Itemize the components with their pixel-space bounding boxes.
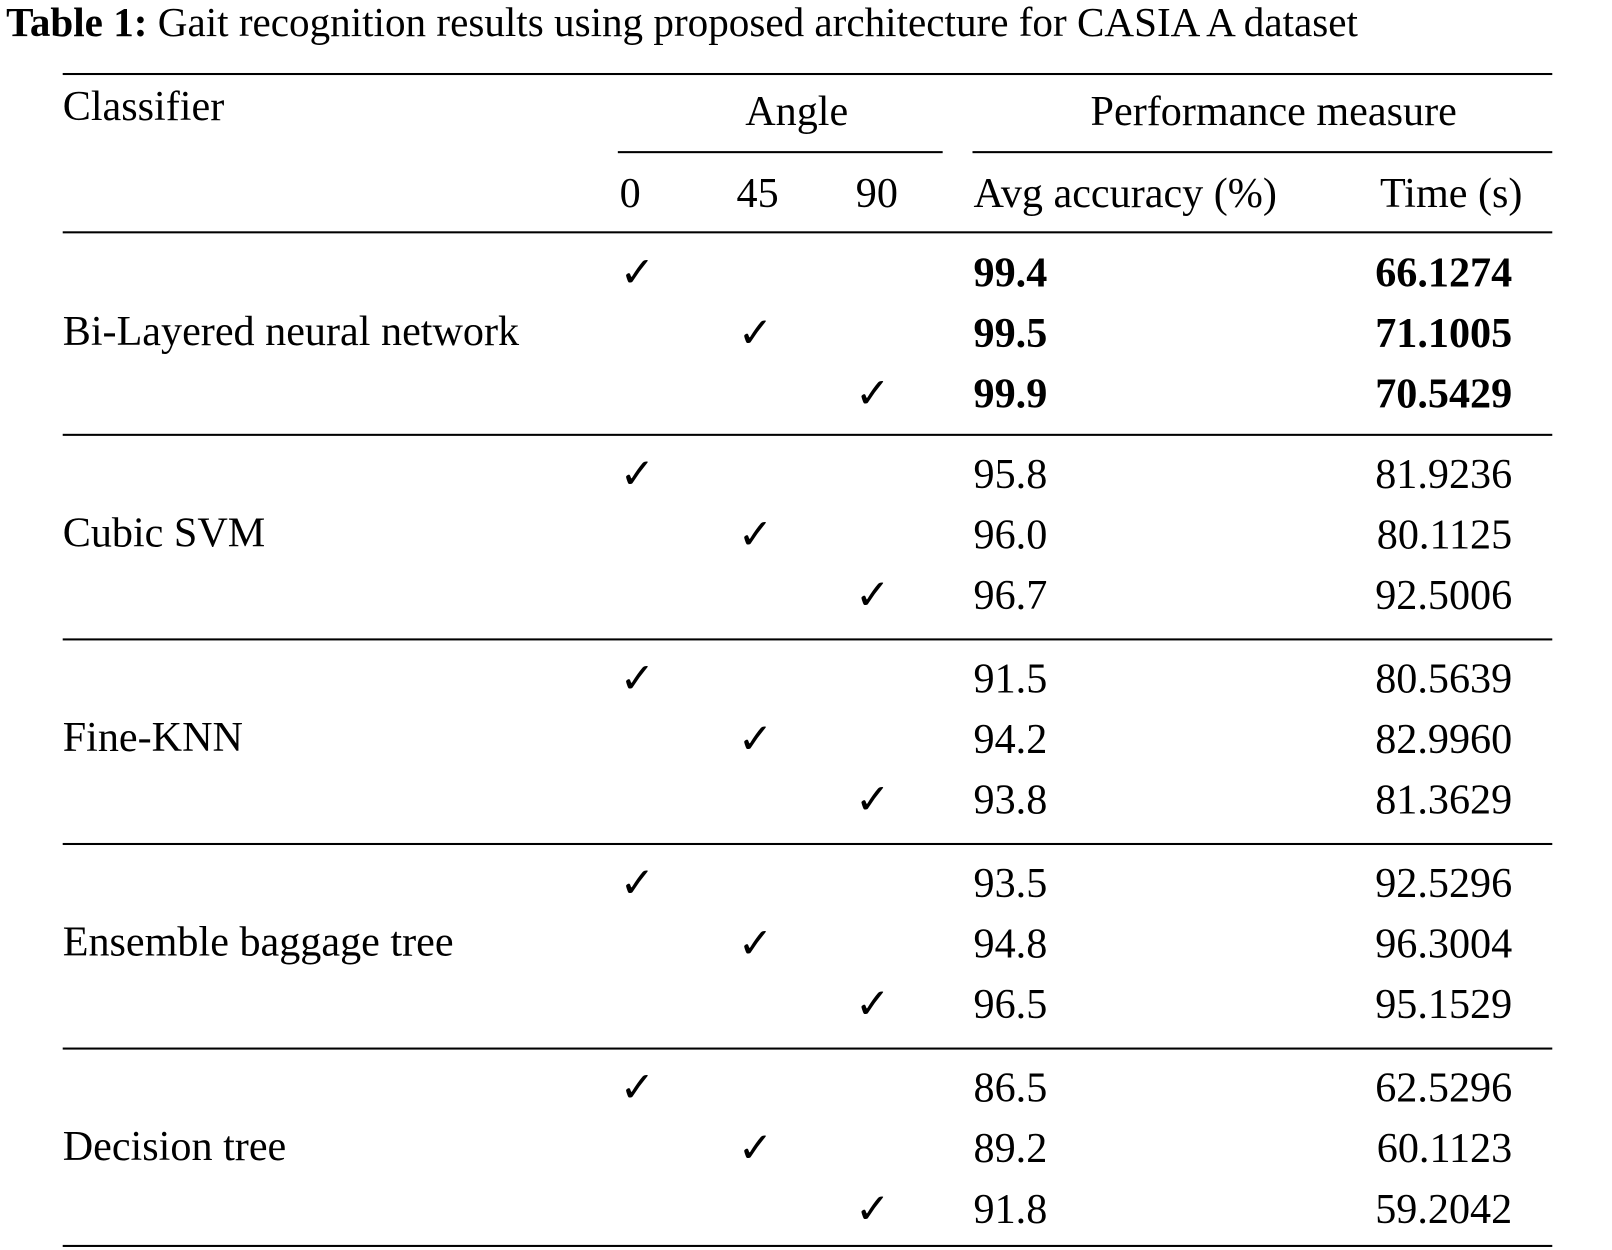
header-angle-0: 0 bbox=[619, 169, 641, 217]
accuracy-cell: 93.5 bbox=[973, 858, 1048, 907]
time-cell: 70.5429 bbox=[1375, 369, 1513, 417]
classifier-name: Fine-KNN bbox=[62, 712, 243, 761]
checkmark-icon: ✓ bbox=[619, 654, 656, 702]
accuracy-cell: 91.5 bbox=[973, 654, 1048, 702]
checkmark-icon: ✓ bbox=[619, 248, 656, 296]
accuracy-cell: 99.5 bbox=[973, 308, 1048, 357]
classifier-name: Cubic SVM bbox=[62, 508, 266, 556]
time-cell: 60.1123 bbox=[1376, 1124, 1513, 1172]
time-cell: 80.5639 bbox=[1375, 654, 1513, 702]
checkmark-icon: ✓ bbox=[619, 1063, 656, 1111]
checkmark-icon: ✓ bbox=[855, 980, 891, 1028]
header-time: Time (s) bbox=[1379, 169, 1523, 217]
checkmark-icon: ✓ bbox=[737, 510, 774, 558]
classifier-name: Ensemble baggage tree bbox=[62, 917, 454, 965]
classifier-name: Bi-Layered neural network bbox=[62, 306, 520, 355]
table-caption: Table 1: Gait recognition results using … bbox=[6, 2, 1358, 43]
time-cell: 95.1529 bbox=[1375, 980, 1513, 1028]
checkmark-icon: ✓ bbox=[737, 714, 774, 763]
time-cell: 96.3004 bbox=[1375, 919, 1513, 967]
checkmark-icon: ✓ bbox=[855, 369, 891, 417]
header-accuracy: Avg accuracy (%) bbox=[973, 169, 1277, 217]
time-cell: 62.5296 bbox=[1375, 1063, 1513, 1111]
header-angle-90: 90 bbox=[855, 169, 898, 217]
time-cell: 71.1005 bbox=[1375, 308, 1513, 357]
caption-text: Gait recognition results using proposed … bbox=[157, 0, 1358, 46]
time-cell: 80.1125 bbox=[1376, 510, 1513, 558]
header-rule bbox=[62, 231, 1553, 234]
checkmark-icon: ✓ bbox=[855, 1184, 891, 1233]
accuracy-cell: 99.9 bbox=[973, 369, 1048, 417]
time-cell: 66.1274 bbox=[1375, 248, 1513, 296]
header-angle: Angle bbox=[745, 86, 849, 135]
caption-label: Table 1: bbox=[6, 0, 148, 46]
performance-rule bbox=[972, 151, 1553, 154]
group-rule bbox=[62, 1047, 1553, 1050]
accuracy-cell: 94.2 bbox=[973, 714, 1048, 763]
time-cell: 92.5296 bbox=[1375, 858, 1513, 907]
checkmark-icon: ✓ bbox=[619, 449, 656, 498]
time-cell: 81.3629 bbox=[1375, 775, 1513, 823]
checkmark-icon: ✓ bbox=[737, 919, 774, 967]
accuracy-cell: 95.8 bbox=[973, 449, 1048, 498]
top-rule bbox=[62, 72, 1553, 76]
checkmark-icon: ✓ bbox=[737, 308, 774, 357]
checkmark-icon: ✓ bbox=[855, 775, 891, 823]
group-rule bbox=[62, 638, 1553, 641]
accuracy-cell: 96.0 bbox=[973, 510, 1048, 558]
accuracy-cell: 86.5 bbox=[973, 1063, 1048, 1111]
time-cell: 92.5006 bbox=[1375, 571, 1513, 619]
time-cell: 59.2042 bbox=[1375, 1184, 1513, 1233]
accuracy-cell: 96.7 bbox=[973, 571, 1048, 619]
accuracy-cell: 91.8 bbox=[973, 1184, 1048, 1233]
classifier-name: Decision tree bbox=[62, 1122, 287, 1170]
header-classifier: Classifier bbox=[62, 81, 225, 130]
group-rule bbox=[62, 1244, 1553, 1247]
header-angle-45: 45 bbox=[736, 169, 779, 217]
accuracy-cell: 99.4 bbox=[973, 248, 1048, 296]
time-cell: 81.9236 bbox=[1375, 449, 1513, 498]
angle-rule bbox=[617, 151, 943, 154]
checkmark-icon: ✓ bbox=[855, 571, 891, 619]
accuracy-cell: 89.2 bbox=[973, 1124, 1048, 1172]
checkmark-icon: ✓ bbox=[619, 858, 656, 907]
accuracy-cell: 96.5 bbox=[973, 980, 1048, 1028]
accuracy-cell: 94.8 bbox=[973, 919, 1048, 967]
group-rule bbox=[62, 842, 1553, 846]
checkmark-icon: ✓ bbox=[737, 1124, 774, 1172]
accuracy-cell: 93.8 bbox=[973, 775, 1048, 823]
time-cell: 82.9960 bbox=[1375, 714, 1513, 763]
group-rule bbox=[62, 433, 1553, 436]
header-performance: Performance measure bbox=[1090, 86, 1457, 135]
